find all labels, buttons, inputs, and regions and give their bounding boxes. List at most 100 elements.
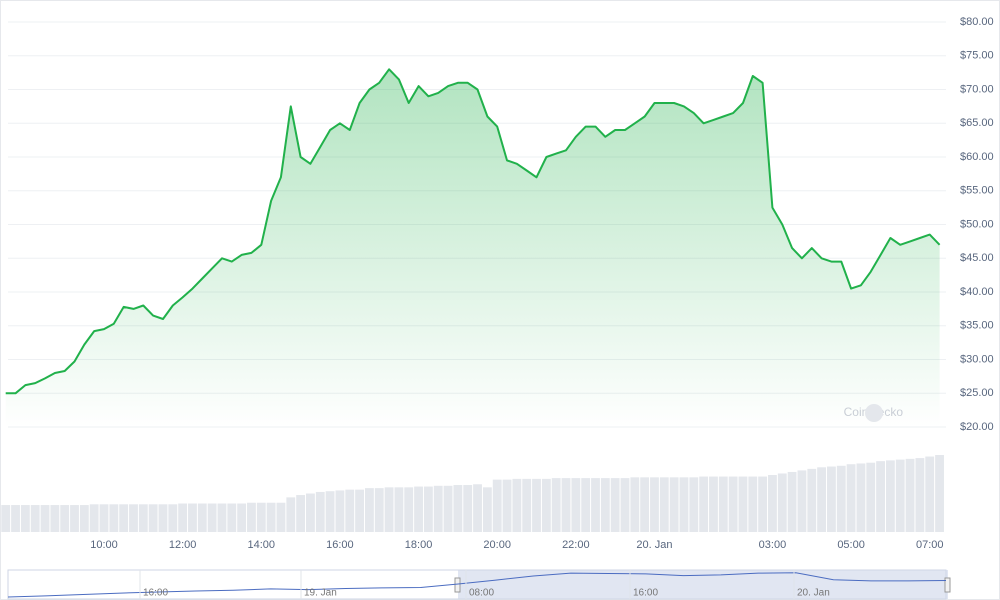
volume-bar: [659, 477, 669, 532]
volume-bar: [600, 478, 610, 532]
volume-bar: [551, 478, 561, 532]
volume-bar: [443, 485, 453, 532]
volume-bar: [50, 505, 60, 532]
navigator-line: [7, 572, 947, 598]
volume-bar: [453, 485, 463, 532]
y-tick-label: $45.00: [960, 252, 994, 264]
volume-bar: [60, 505, 70, 532]
volume-bar: [315, 491, 325, 532]
y-tick-label: $50.00: [960, 218, 994, 230]
volume-bar: [876, 461, 885, 532]
volume-bar: [20, 505, 30, 532]
price-line: [5, 68, 941, 395]
volume-bar: [640, 477, 650, 532]
x-tick-label: 12:00: [169, 539, 197, 551]
volume-bar: [728, 476, 738, 532]
volume-bar: [168, 504, 178, 532]
x-tick-label: 10:00: [90, 539, 118, 551]
y-tick-label: $55.00: [960, 185, 994, 197]
volume-bar: [119, 504, 129, 532]
volume-bar: [541, 478, 551, 532]
volume-bar: [247, 502, 256, 532]
volume-bar: [787, 471, 797, 532]
volume-bar: [256, 502, 266, 532]
volume-bar: [502, 479, 512, 532]
volume-bar: [620, 478, 630, 532]
volume-bar: [591, 478, 600, 532]
volume-bar: [345, 489, 355, 532]
navigator-label: 08:00: [469, 588, 494, 599]
volume-bar: [836, 465, 846, 532]
volume-bar: [492, 479, 502, 532]
y-tick-label: $80.00: [960, 16, 994, 28]
volume-bar: [394, 487, 404, 532]
volume-bar: [70, 505, 79, 532]
y-tick-label: $75.00: [960, 50, 994, 62]
volume-bar: [807, 468, 817, 532]
volume-bar: [99, 504, 109, 532]
y-tick-label: $20.00: [960, 421, 994, 433]
volume-bar: [306, 493, 315, 532]
volume-bar: [512, 478, 522, 532]
volume-bar: [610, 478, 620, 532]
volume-bar: [89, 504, 99, 532]
volume-bar: [217, 503, 227, 532]
volume-bar: [463, 485, 473, 532]
x-tick-label: 05:00: [837, 539, 865, 551]
volume-bar: [709, 476, 718, 532]
navigator-handle[interactable]: [944, 577, 951, 593]
volume-bar: [885, 460, 895, 532]
y-tick-label: $70.00: [960, 83, 994, 95]
volume-bar: [197, 503, 207, 532]
volume-bar: [482, 487, 492, 532]
volume-bar: [669, 477, 679, 532]
navigator-label: 20. Jan: [797, 588, 830, 599]
volume-bar: [335, 490, 345, 532]
volume-bar: [473, 484, 482, 532]
volume-bar: [905, 458, 915, 532]
volume-bar: [266, 502, 276, 532]
x-tick-label: 07:00: [916, 539, 944, 551]
volume-bar: [581, 478, 591, 532]
y-tick-label: $35.00: [960, 320, 994, 332]
volume-bar: [286, 497, 296, 532]
navigator-selection[interactable]: [458, 570, 948, 599]
volume-bar: [79, 505, 89, 532]
volume-bar: [758, 476, 768, 532]
volume-bar: [866, 462, 876, 532]
volume-bar: [40, 505, 50, 532]
volume-bar: [846, 464, 856, 532]
volume-bar: [925, 456, 935, 532]
navigator-label: 16:00: [633, 588, 658, 599]
x-tick-label: 20:00: [483, 539, 511, 551]
volume-bar: [630, 477, 640, 532]
volume-bar: [423, 486, 433, 532]
volume-bar: [178, 503, 188, 532]
navigator-handle[interactable]: [454, 577, 461, 593]
volume-bar: [748, 476, 758, 532]
volume-bar: [522, 478, 532, 532]
x-tick-label: 20. Jan: [636, 539, 672, 551]
navigator-label: 19. Jan: [304, 588, 337, 599]
volume-bar: [935, 455, 944, 532]
y-tick-label: $40.00: [960, 286, 994, 298]
volume-bar: [414, 486, 423, 532]
volume-bar: [237, 503, 247, 532]
volume-bar: [915, 458, 925, 532]
x-tick-label: 16:00: [326, 539, 354, 551]
volume-bar: [355, 489, 364, 532]
volume-bar: [374, 488, 384, 532]
volume-bar: [738, 476, 748, 532]
volume-bar: [768, 475, 777, 532]
volume-bar: [404, 487, 414, 532]
volume-bar: [30, 505, 40, 532]
y-tick-label: $30.00: [960, 353, 994, 365]
volume-bar: [718, 476, 728, 532]
navigator-label: 16:00: [143, 588, 168, 599]
volume-bar: [1, 505, 11, 532]
volume-bar: [11, 505, 20, 532]
volume-bar: [699, 476, 709, 532]
y-tick-label: $25.00: [960, 387, 994, 399]
volume-bar: [827, 466, 836, 532]
volume-bar: [689, 477, 699, 532]
